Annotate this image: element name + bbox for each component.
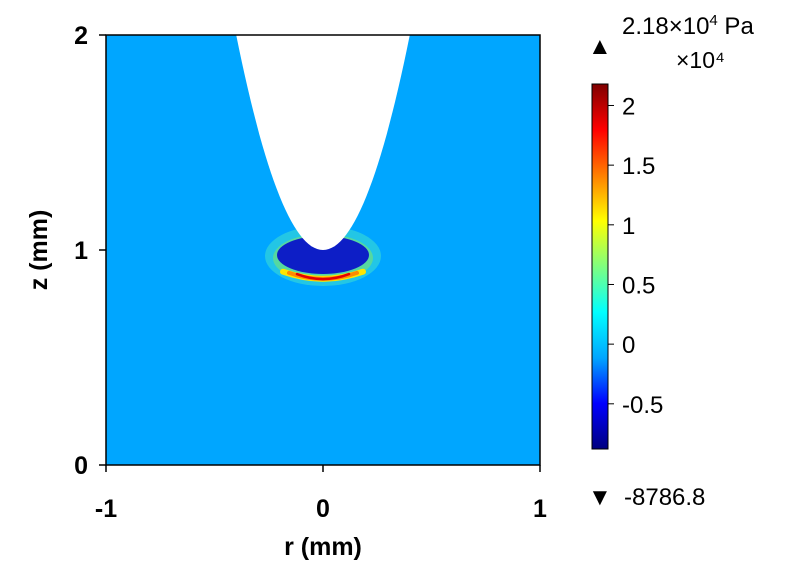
colorbar-tick-label: 2 xyxy=(622,93,635,120)
colorbar-gradient xyxy=(591,83,609,450)
y-axis-label: z (mm) xyxy=(25,210,53,291)
x-axis-label: r (mm) xyxy=(284,533,362,561)
max-value-base: 2.18×10 xyxy=(622,13,709,40)
colorbar-tick-label: 0.5 xyxy=(622,272,655,299)
max-triangle-icon: ▲ xyxy=(588,33,612,60)
x-tick-label: 1 xyxy=(533,495,547,523)
x-tick-label: 0 xyxy=(316,495,330,523)
max-value-exp: 4 xyxy=(709,12,717,29)
cavity-void xyxy=(236,35,410,250)
y-tick-label: 0 xyxy=(74,452,88,480)
colorbar-tick-label: -0.5 xyxy=(622,392,663,419)
x-tick-label: -1 xyxy=(95,495,117,523)
min-triangle-icon: ▼ xyxy=(588,484,612,511)
x-axis: -1 0 1 xyxy=(95,465,547,523)
max-value-unit: Pa xyxy=(718,13,755,40)
plot-area xyxy=(106,35,540,465)
y-axis: 0 1 2 xyxy=(74,22,106,480)
colorbar-ticks: 2 1.5 1 0.5 0 -0.5 xyxy=(608,93,663,419)
colorbar-tick-label: 1 xyxy=(622,213,635,240)
colorbar-tick-label: 1.5 xyxy=(622,153,655,180)
pressure-band xyxy=(265,226,381,286)
min-value: -8786.8 xyxy=(624,484,705,511)
colorbar-multiplier: ×10⁴ xyxy=(676,47,725,73)
band-arc xyxy=(295,272,351,281)
band-low xyxy=(277,236,369,274)
colorbar-tick-label: 0 xyxy=(622,332,635,359)
max-value: 2.18×104 Pa xyxy=(622,12,754,40)
max-annotation: ▲ 2.18×104 Pa xyxy=(588,12,754,60)
y-tick-label: 1 xyxy=(74,237,88,265)
min-annotation: ▼ -8786.8 xyxy=(588,484,705,511)
colorbar: 2 1.5 1 0.5 0 -0.5 ×10⁴ xyxy=(591,47,725,450)
y-tick-label: 2 xyxy=(74,22,88,50)
